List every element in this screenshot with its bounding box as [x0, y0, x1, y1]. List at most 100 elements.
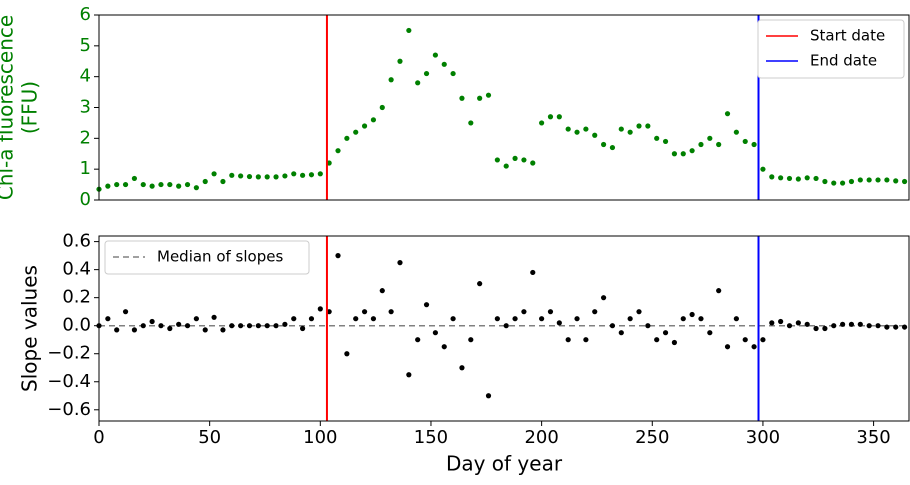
- data-point: [503, 323, 509, 329]
- data-point: [733, 129, 739, 135]
- data-point: [848, 178, 855, 185]
- data-point: [238, 323, 244, 329]
- x-axis-label: Day of year: [446, 452, 563, 476]
- legend-box: [104, 240, 310, 275]
- data-point: [893, 324, 899, 330]
- data-point: [397, 58, 403, 64]
- data-point: [600, 141, 607, 148]
- data-point: [140, 323, 146, 329]
- data-point: [539, 120, 545, 126]
- data-point: [211, 314, 217, 320]
- data-point: [229, 323, 235, 329]
- data-point: [308, 172, 315, 178]
- data-point: [388, 309, 394, 315]
- data-point: [645, 323, 651, 329]
- data-point: [769, 174, 775, 180]
- plot-frame: [98, 235, 910, 422]
- data-point: [432, 52, 438, 58]
- data-point: [680, 316, 686, 322]
- legend-label: Start date: [810, 27, 885, 45]
- data-point: [184, 323, 191, 329]
- data-point: [866, 323, 872, 329]
- data-point: [556, 114, 562, 120]
- data-point: [450, 70, 456, 77]
- data-point: [884, 324, 890, 330]
- data-point: [901, 324, 908, 330]
- data-point: [822, 325, 828, 332]
- data-point: [485, 92, 492, 98]
- data-point: [193, 185, 199, 191]
- data-point: [167, 325, 173, 332]
- data-point: [857, 177, 863, 183]
- data-point: [477, 95, 483, 101]
- data-point: [521, 309, 527, 315]
- data-point: [689, 311, 695, 318]
- data-point: [804, 321, 810, 327]
- data-point: [592, 309, 598, 315]
- x-tick-label: 300: [746, 427, 780, 448]
- data-point: [264, 174, 270, 180]
- data-point: [300, 325, 306, 332]
- data-point: [432, 330, 438, 336]
- data-point: [778, 175, 784, 181]
- data-point: [636, 309, 642, 315]
- data-point: [317, 171, 323, 177]
- data-point: [716, 288, 722, 294]
- data-point: [831, 180, 837, 186]
- data-point: [857, 321, 863, 327]
- data-point: [220, 178, 226, 185]
- data-point: [583, 337, 589, 343]
- data-point: [344, 351, 350, 357]
- data-point: [255, 174, 261, 180]
- data-point: [450, 316, 456, 322]
- data-point: [512, 316, 518, 322]
- data-point: [627, 316, 633, 322]
- data-point: [140, 181, 146, 188]
- data-point: [609, 323, 616, 329]
- data-point: [282, 173, 288, 179]
- data-point: [680, 151, 686, 157]
- data-point: [202, 327, 208, 333]
- data-point: [831, 323, 837, 329]
- data-point: [556, 320, 562, 326]
- data-point: [184, 181, 191, 188]
- data-point: [468, 120, 474, 126]
- data-point: [822, 178, 828, 185]
- data-point: [291, 316, 297, 322]
- data-point: [618, 330, 624, 336]
- data-point: [193, 316, 199, 322]
- data-point: [636, 123, 642, 129]
- data-point: [131, 327, 138, 333]
- legend-label: Median of slopes: [157, 248, 283, 266]
- data-point: [494, 316, 500, 322]
- data-point: [406, 27, 412, 34]
- data-point: [282, 321, 288, 327]
- x-tick-label: 250: [635, 427, 669, 448]
- data-point: [618, 126, 624, 132]
- y-tick-label: 0.2: [62, 287, 91, 308]
- data-point: [503, 163, 509, 169]
- data-point: [778, 318, 784, 325]
- y-axis-label: Slope values: [18, 265, 42, 392]
- data-point: [176, 321, 182, 327]
- data-point: [122, 309, 129, 315]
- data-point: [795, 320, 801, 326]
- y-tick-label: 0.6: [62, 231, 91, 252]
- y-tick-label: 1: [80, 158, 91, 179]
- data-point: [893, 178, 899, 184]
- data-point: [671, 151, 678, 157]
- data-point: [742, 138, 748, 145]
- data-point: [441, 344, 447, 350]
- x-tick-label: 200: [524, 427, 558, 448]
- data-point: [255, 323, 261, 329]
- data-point: [707, 135, 713, 141]
- data-point: [317, 306, 323, 312]
- data-point: [264, 323, 270, 329]
- data-point: [361, 123, 368, 129]
- data-point: [246, 173, 253, 180]
- data-point: [760, 166, 766, 172]
- data-point: [707, 330, 713, 336]
- data-point: [804, 175, 810, 181]
- y-tick-label: 5: [80, 35, 91, 56]
- data-point: [415, 80, 421, 86]
